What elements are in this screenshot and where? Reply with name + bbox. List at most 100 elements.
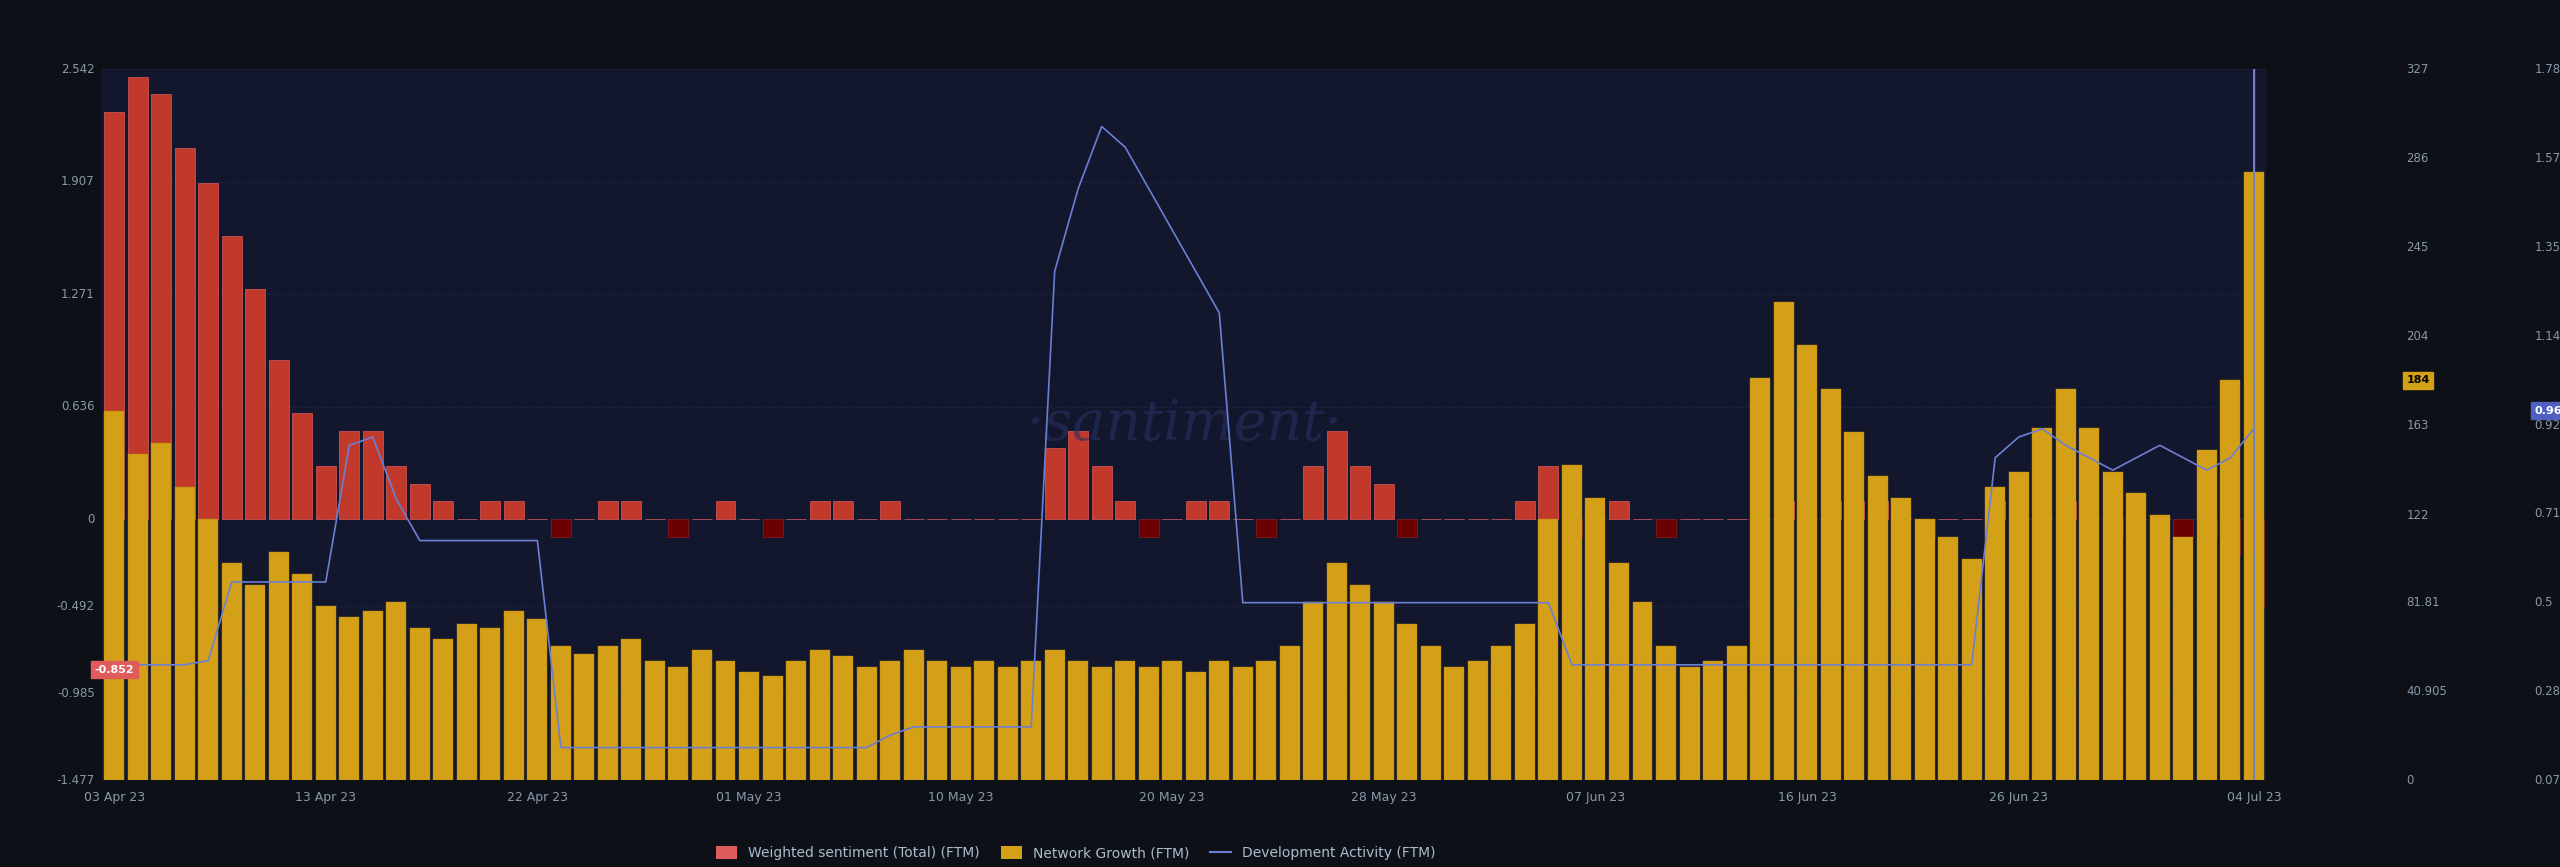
Bar [858, 668, 876, 780]
Bar [1021, 661, 1042, 780]
Text: 286: 286 [2406, 152, 2429, 165]
Bar [1984, 486, 2004, 780]
Bar [2245, 519, 2263, 608]
Bar [1375, 602, 1393, 780]
Bar [504, 610, 525, 780]
Text: -1.477: -1.477 [56, 774, 95, 786]
Bar [1303, 466, 1324, 519]
Text: 1.573: 1.573 [2534, 152, 2560, 165]
Bar [2196, 519, 2217, 537]
Bar [763, 519, 783, 537]
Bar [1915, 519, 1935, 780]
Bar [668, 519, 689, 537]
Bar [1610, 563, 1628, 780]
Bar [2245, 172, 2263, 780]
Bar [2220, 519, 2240, 554]
Text: 327: 327 [2406, 63, 2429, 75]
Bar [2220, 381, 2240, 780]
Bar [1702, 661, 1723, 780]
Bar [2056, 389, 2076, 780]
Bar [105, 112, 123, 519]
Bar [2173, 537, 2194, 780]
Text: 0.929: 0.929 [2534, 419, 2560, 432]
Bar [315, 466, 335, 519]
Bar [1843, 501, 1864, 519]
Text: 1.144: 1.144 [2534, 329, 2560, 342]
Bar [809, 501, 829, 519]
Bar [1208, 501, 1229, 519]
Bar [433, 501, 453, 519]
Bar [714, 661, 735, 780]
Bar [1326, 431, 1347, 519]
Bar [387, 602, 407, 780]
Bar [364, 431, 384, 519]
Bar [904, 650, 924, 780]
Bar [315, 606, 335, 780]
Bar [433, 639, 453, 780]
Bar [881, 661, 901, 780]
Bar [527, 619, 548, 780]
Bar [1774, 302, 1795, 780]
Bar [1797, 345, 1818, 780]
Bar [1349, 584, 1370, 780]
Bar [1280, 646, 1300, 780]
Bar [1185, 672, 1206, 780]
Bar [1516, 501, 1536, 519]
Bar [1139, 668, 1160, 780]
Bar [1421, 646, 1441, 780]
Bar [1892, 498, 1912, 780]
Bar [622, 639, 643, 780]
Bar [832, 656, 852, 780]
Bar [269, 360, 289, 519]
Bar [1725, 646, 1746, 780]
Bar [1444, 668, 1464, 780]
Bar [809, 650, 829, 780]
Bar [599, 501, 617, 519]
Bar [763, 676, 783, 780]
Bar [340, 617, 358, 780]
Text: 0.636: 0.636 [61, 400, 95, 413]
Bar [1091, 668, 1111, 780]
Bar [881, 501, 901, 519]
Text: 163: 163 [2406, 420, 2429, 433]
Bar [1869, 476, 1887, 780]
Text: ·santiment·: ·santiment· [1027, 397, 1341, 453]
Bar [105, 411, 123, 780]
Bar [1068, 661, 1088, 780]
Bar [599, 646, 617, 780]
Text: -0.985: -0.985 [56, 687, 95, 700]
Bar [1162, 661, 1183, 780]
Bar [1679, 668, 1700, 780]
Bar [2033, 428, 2053, 780]
Text: 40.905: 40.905 [2406, 685, 2447, 698]
Bar [456, 623, 476, 780]
Text: 184: 184 [2406, 375, 2429, 385]
Bar [1915, 519, 1935, 537]
Bar [1044, 650, 1065, 780]
Bar [1869, 501, 1887, 519]
Bar [364, 610, 384, 780]
Bar [832, 501, 852, 519]
Bar [2127, 493, 2145, 780]
Bar [1467, 661, 1487, 780]
Bar [1208, 661, 1229, 780]
Text: 1.907: 1.907 [61, 175, 95, 188]
Text: 0.285: 0.285 [2534, 685, 2560, 698]
Bar [1539, 466, 1559, 519]
Bar [1349, 466, 1370, 519]
Bar [1656, 646, 1677, 780]
Bar [1751, 378, 1769, 780]
Text: 81.81: 81.81 [2406, 596, 2440, 609]
Bar [1562, 465, 1582, 780]
Bar [1961, 558, 1981, 780]
Bar [1820, 389, 1841, 780]
Bar [1326, 563, 1347, 780]
Bar [410, 484, 430, 519]
Text: 0: 0 [2406, 774, 2414, 786]
Bar [2173, 519, 2194, 537]
Bar [2102, 472, 2122, 780]
Bar [1257, 661, 1277, 780]
Text: 1.788: 1.788 [2534, 63, 2560, 75]
Bar [622, 501, 643, 519]
Bar [1820, 501, 1841, 519]
